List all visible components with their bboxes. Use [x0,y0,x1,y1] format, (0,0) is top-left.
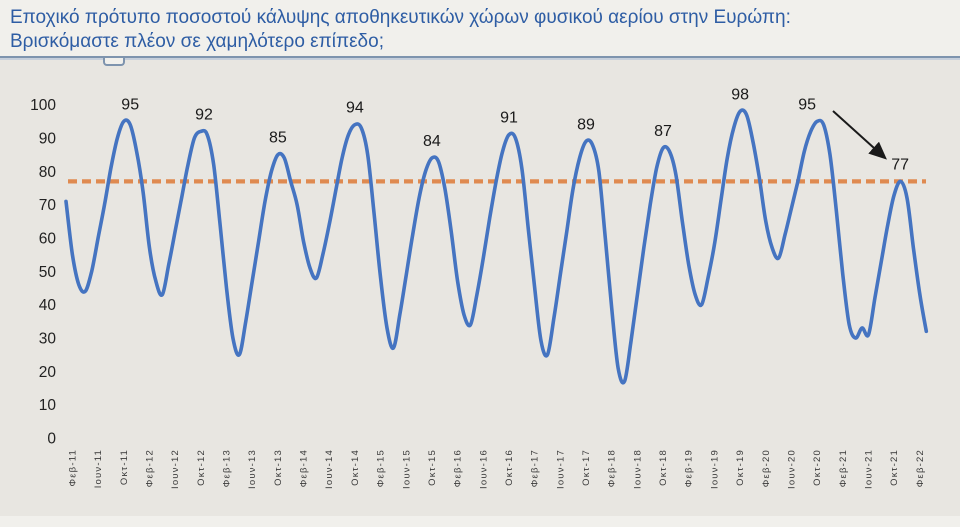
x-tick-label: Ιουν-21 [864,449,875,489]
x-tick-label: Οκτ-16 [504,449,515,486]
x-tick-label: Οκτ-13 [273,449,284,486]
peak-value-label: 85 [269,130,287,147]
x-tick-label: Ιουν-13 [247,449,258,489]
y-tick-label: 70 [39,197,57,214]
y-tick-label: 100 [30,97,56,114]
x-tick-label: Οκτ-19 [735,449,746,486]
x-tick-label: Οκτ-14 [350,449,361,486]
x-tick-label: Φεβ-14 [299,449,310,487]
x-tick-label: Οκτ-21 [889,449,900,486]
title-underline [0,56,960,58]
title-underline-notch [103,58,125,66]
x-tick-label: Φεβ-15 [376,449,387,487]
x-tick-label: Ιουν-12 [170,449,181,489]
y-tick-label: 80 [39,164,57,181]
peak-value-label: 91 [500,110,518,127]
x-tick-label: Ιουν-16 [478,449,489,489]
x-tick-label: Φεβ-20 [761,449,772,487]
x-tick-label: Ιουν-17 [555,449,566,489]
x-tick-label: Φεβ-17 [530,449,541,487]
peak-value-label: 77 [891,156,909,173]
x-tick-label: Φεβ-13 [222,449,233,487]
peak-value-label: 89 [577,116,595,133]
x-tick-label: Οκτ-18 [658,449,669,486]
x-tick-label: Φεβ-18 [607,449,618,487]
x-tick-label: Φεβ-21 [838,449,849,487]
x-tick-label: Φεβ-16 [453,449,464,487]
x-tick-label: Οκτ-17 [581,449,592,486]
x-tick-label: Ιουν-11 [93,449,104,488]
peak-value-label: 92 [195,106,213,123]
peak-value-label: 95 [121,96,139,113]
storage-fill-line [64,108,929,385]
x-tick-label: Φεβ-22 [915,449,926,487]
peak-value-label: 84 [423,133,441,150]
x-tick-label: Φεβ-12 [144,449,155,487]
y-tick-label: 50 [39,264,57,281]
x-tick-label: Φεβ-11 [67,449,78,487]
x-tick-label: Οκτ-11 [119,449,130,485]
y-tick-label: 90 [39,131,57,148]
y-tick-label: 60 [39,231,57,248]
y-tick-label: 0 [47,431,56,448]
x-tick-label: Ιουν-19 [709,449,720,489]
x-tick-label: Ιουν-20 [786,449,797,489]
chart-title-line2: Βρισκόμαστε πλέον σε χαμηλότερο επίπεδο; [10,31,384,52]
bottom-margin-strip [0,516,960,527]
y-tick-label: 30 [39,331,57,348]
y-tick-label: 10 [39,397,57,414]
x-tick-label: Ιουν-15 [401,449,412,489]
x-tick-label: Οκτ-12 [196,449,207,486]
x-tick-label: Οκτ-15 [427,449,438,486]
x-tick-label: Οκτ-20 [812,449,823,486]
x-tick-label: Ιουν-14 [324,449,335,489]
peak-value-label: 94 [346,100,364,117]
x-tick-label: Ιουν-18 [632,449,643,489]
decline-annotation-arrow [832,110,887,160]
peak-value-label: 95 [798,96,816,113]
chart-title-line1: Εποχικό πρότυπο ποσοστού κάλυψης αποθηκε… [10,7,791,28]
y-tick-label: 20 [39,364,57,381]
peak-value-label: 87 [654,123,672,140]
y-tick-label: 40 [39,297,57,314]
title-strip [0,0,960,58]
peak-value-label: 98 [731,86,749,103]
x-tick-label: Φεβ-19 [684,449,695,487]
